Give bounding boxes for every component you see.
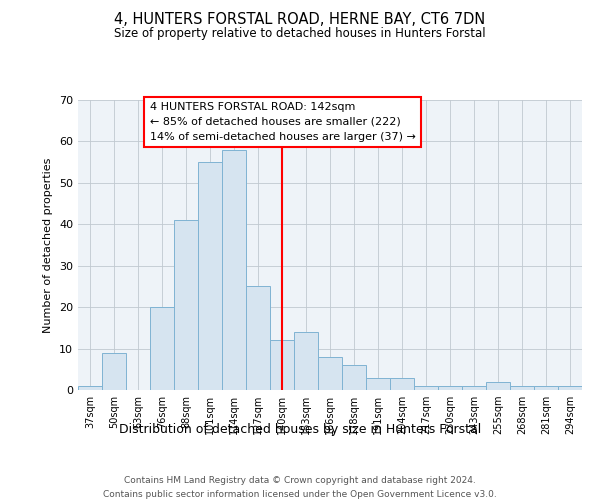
Bar — [438, 386, 462, 390]
Text: 4, HUNTERS FORSTAL ROAD, HERNE BAY, CT6 7DN: 4, HUNTERS FORSTAL ROAD, HERNE BAY, CT6 … — [115, 12, 485, 28]
Bar — [78, 386, 102, 390]
Text: Size of property relative to detached houses in Hunters Forstal: Size of property relative to detached ho… — [114, 28, 486, 40]
Bar — [150, 307, 174, 390]
Bar — [198, 162, 222, 390]
Bar — [462, 386, 486, 390]
Bar — [318, 357, 342, 390]
Bar — [390, 378, 414, 390]
Bar — [174, 220, 198, 390]
Bar — [558, 386, 582, 390]
Bar — [102, 352, 126, 390]
Bar — [366, 378, 390, 390]
Text: Contains HM Land Registry data © Crown copyright and database right 2024.: Contains HM Land Registry data © Crown c… — [124, 476, 476, 485]
Bar — [534, 386, 558, 390]
Bar — [270, 340, 294, 390]
Text: 4 HUNTERS FORSTAL ROAD: 142sqm
← 85% of detached houses are smaller (222)
14% of: 4 HUNTERS FORSTAL ROAD: 142sqm ← 85% of … — [150, 102, 416, 142]
Text: Contains public sector information licensed under the Open Government Licence v3: Contains public sector information licen… — [103, 490, 497, 499]
Bar — [294, 332, 318, 390]
Bar — [342, 365, 366, 390]
Text: Distribution of detached houses by size in Hunters Forstal: Distribution of detached houses by size … — [119, 422, 481, 436]
Bar — [486, 382, 510, 390]
Bar — [510, 386, 534, 390]
Y-axis label: Number of detached properties: Number of detached properties — [43, 158, 53, 332]
Bar — [414, 386, 438, 390]
Bar — [246, 286, 270, 390]
Bar — [222, 150, 246, 390]
